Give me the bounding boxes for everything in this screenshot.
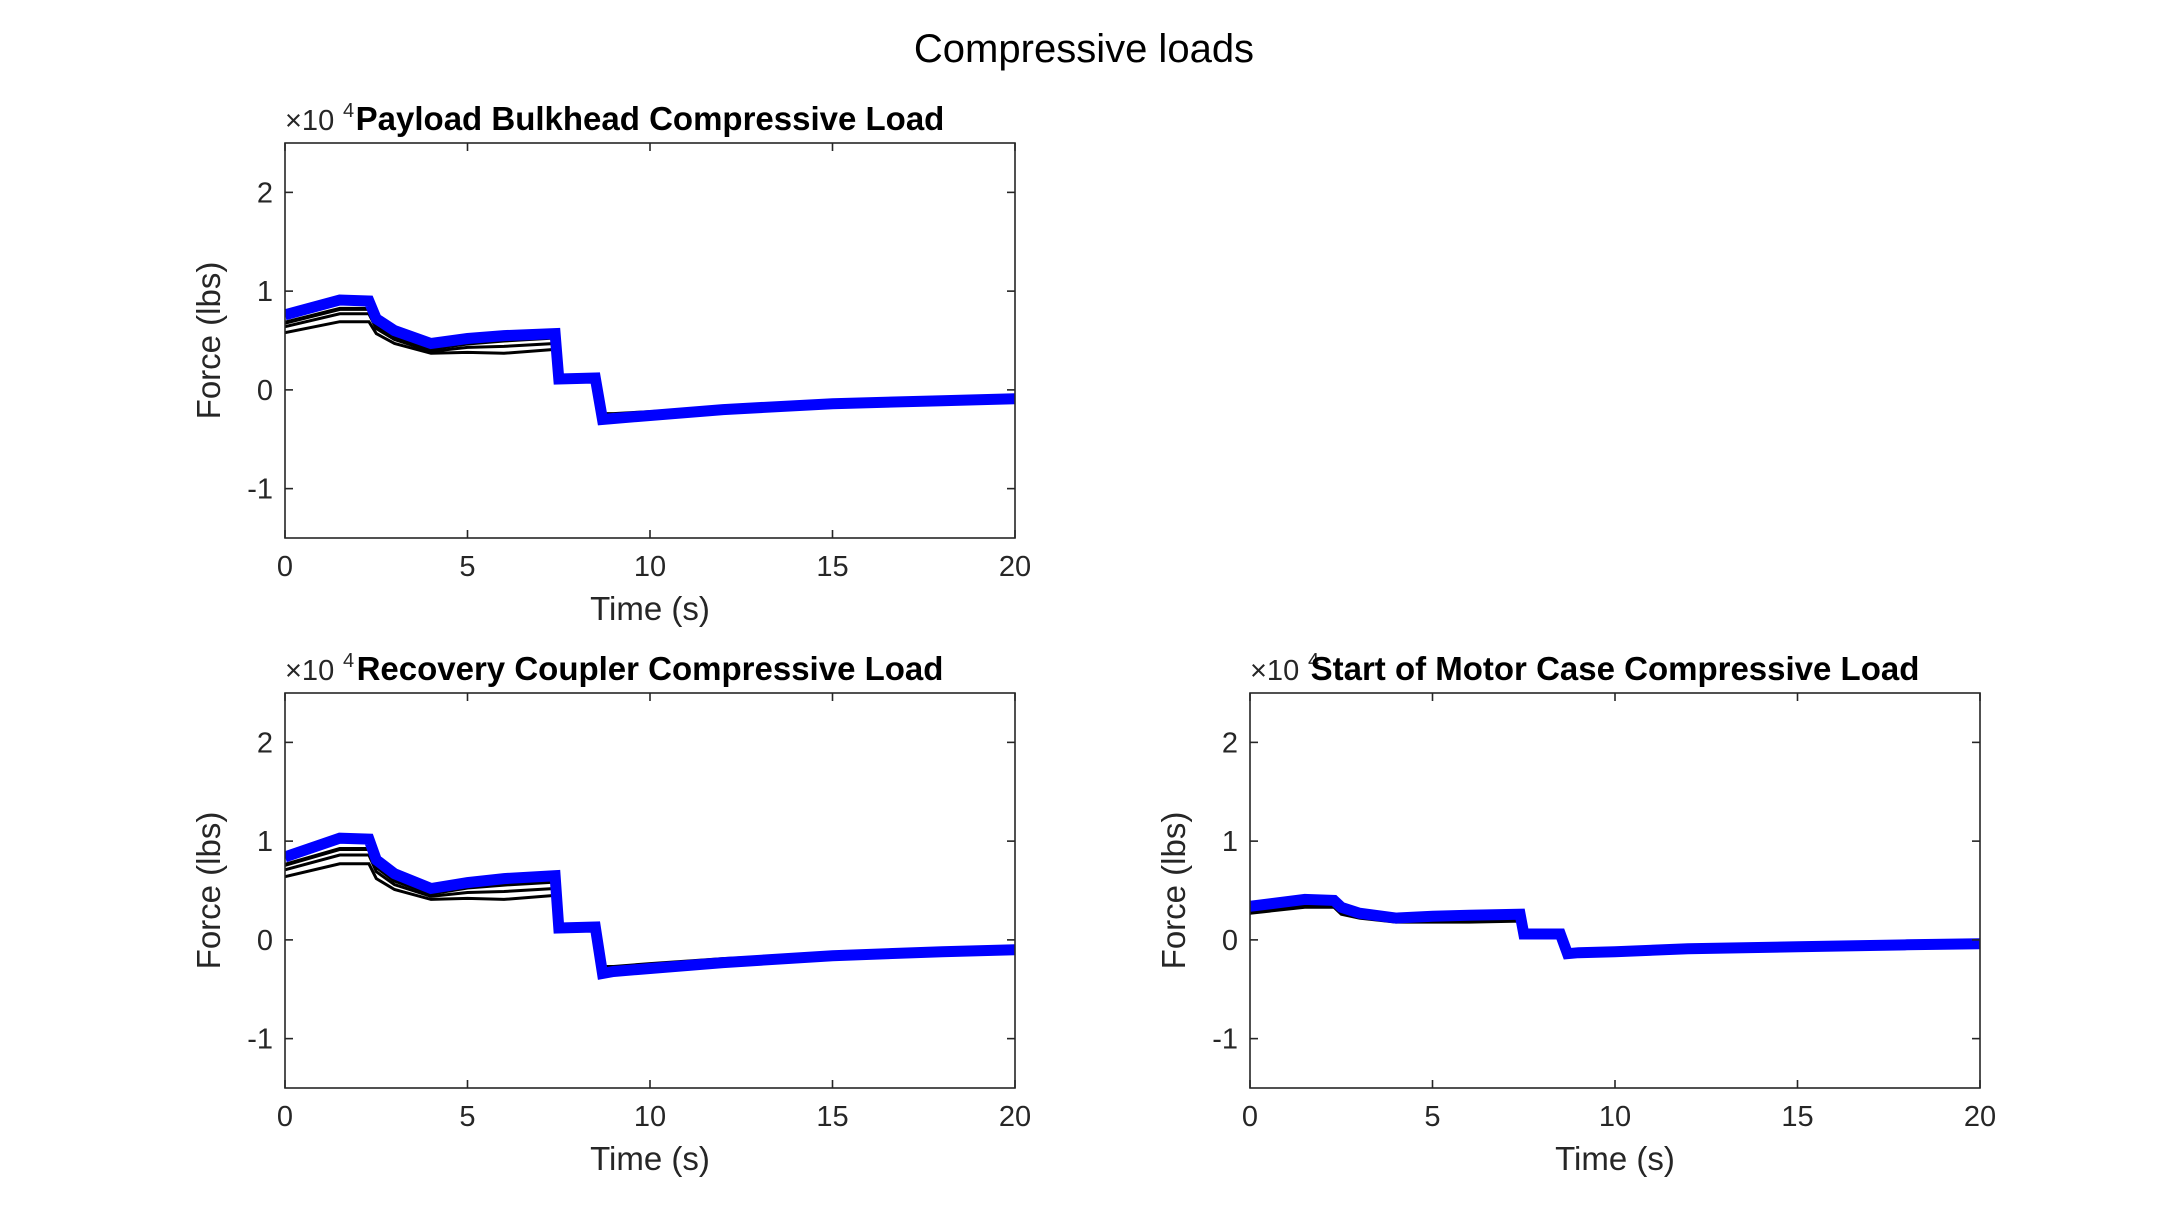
y-tick-label: 2 — [257, 727, 273, 759]
x-axis-label: Time (s) — [590, 1140, 710, 1177]
series-line-4 — [1250, 893, 1980, 960]
x-tick-label: 15 — [816, 1101, 848, 1133]
y-tick-label: 0 — [1222, 925, 1238, 957]
plot-area — [1250, 693, 1980, 1088]
x-tick-label: 10 — [1599, 1101, 1631, 1133]
plot-area — [285, 693, 1015, 1088]
x-tick-label: 5 — [1424, 1101, 1440, 1133]
y-axis-label: Force (lbs) — [190, 812, 227, 970]
x-tick-label: 10 — [634, 551, 666, 583]
y-multiplier-label: ×10 — [1250, 655, 1299, 687]
y-tick-label: 1 — [1222, 826, 1238, 858]
y-tick-label: -1 — [247, 1024, 273, 1056]
x-tick-label: 15 — [816, 551, 848, 583]
y-tick-label: -1 — [247, 474, 273, 506]
x-tick-label: 15 — [1781, 1101, 1813, 1133]
series-group — [1250, 893, 1980, 960]
y-tick-label: 2 — [257, 177, 273, 209]
y-axis-label: Force (lbs) — [190, 262, 227, 420]
y-multiplier-exponent: 4 — [343, 650, 354, 672]
x-axis-label: Time (s) — [590, 590, 710, 627]
y-multiplier-exponent: 4 — [343, 100, 354, 122]
x-tick-label: 0 — [277, 1101, 293, 1133]
subplot-2: 0 5 10 15 20 -1 0 1 2 Time (s) Force (lbs) ×10 4 Reco… — [190, 650, 1031, 1177]
y-tick-label: 0 — [257, 925, 273, 957]
x-tick-label: 0 — [1242, 1101, 1258, 1133]
series-group — [285, 832, 1015, 980]
x-tick-label: 10 — [634, 1101, 666, 1133]
y-multiplier-label: ×10 — [285, 105, 334, 137]
x-tick-label: 20 — [999, 551, 1031, 583]
subplot-title: Recovery Coupler Compressive Load — [357, 650, 944, 687]
subplot-1: 0 5 10 15 20 -1 0 1 2 Time (s) Force (lbs) ×10 4 Payl… — [190, 100, 1031, 627]
subplot-title: Payload Bulkhead Compressive Load — [356, 100, 945, 137]
y-multiplier-label: ×10 — [285, 655, 334, 687]
y-tick-label: 2 — [1222, 727, 1238, 759]
x-tick-label: 5 — [459, 551, 475, 583]
subplot-3: 0 5 10 15 20 -1 0 1 2 Time (s) Force (lbs) ×10 4Star… — [1155, 650, 1996, 1177]
x-tick-label: 20 — [999, 1101, 1031, 1133]
x-tick-label: 5 — [459, 1101, 475, 1133]
series-group — [285, 294, 1015, 426]
series-line-4 — [285, 294, 1015, 426]
y-tick-label: 1 — [257, 826, 273, 858]
x-axis-label: Time (s) — [1555, 1140, 1675, 1177]
y-axis-label: Force (lbs) — [1155, 812, 1192, 970]
subplot-title: Start of Motor Case Compressive Load — [1311, 650, 1920, 687]
figure-title: Compressive loads — [914, 27, 1254, 71]
x-tick-label: 0 — [277, 551, 293, 583]
x-tick-label: 20 — [1964, 1101, 1996, 1133]
y-tick-label: -1 — [1212, 1024, 1238, 1056]
y-tick-label: 1 — [257, 276, 273, 308]
y-multiplier-exponent: 4 — [1308, 650, 1319, 672]
y-tick-label: 0 — [257, 375, 273, 407]
series-line-4 — [285, 832, 1015, 980]
